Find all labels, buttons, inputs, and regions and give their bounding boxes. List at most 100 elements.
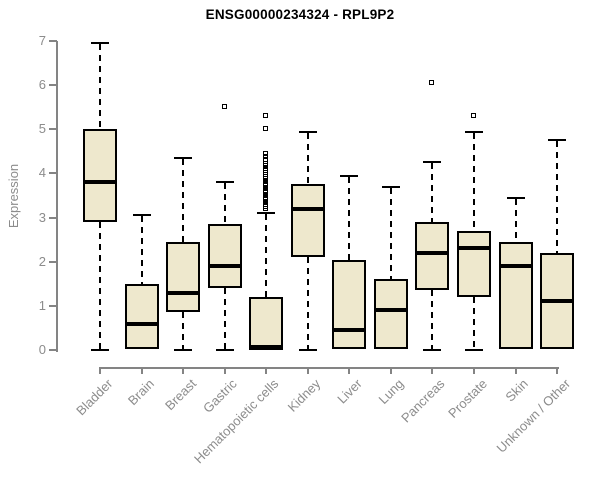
iqr-box bbox=[83, 129, 117, 222]
x-tick bbox=[182, 367, 185, 374]
y-tick-label: 4 bbox=[38, 165, 46, 181]
x-axis-line bbox=[99, 367, 560, 369]
upper-whisker-cap bbox=[132, 214, 151, 217]
y-tick bbox=[49, 84, 57, 87]
median-line bbox=[373, 308, 408, 313]
outlier-point bbox=[263, 153, 269, 159]
outlier-point bbox=[429, 79, 435, 85]
outlier-point bbox=[263, 113, 269, 119]
y-tick bbox=[49, 40, 57, 43]
upper-whisker bbox=[99, 44, 101, 130]
iqr-box bbox=[124, 283, 159, 350]
y-tick-label: 3 bbox=[38, 209, 46, 225]
median-line bbox=[456, 246, 491, 251]
iqr-box bbox=[290, 184, 325, 258]
x-tick-label: Kidney bbox=[284, 376, 324, 415]
y-tick-label: 7 bbox=[38, 33, 46, 49]
x-tick-label: Liver bbox=[334, 376, 365, 407]
x-tick bbox=[472, 367, 475, 374]
upper-whisker-cap bbox=[548, 139, 567, 142]
x-tick bbox=[99, 367, 101, 374]
upper-whisker bbox=[140, 216, 143, 284]
upper-whisker-cap bbox=[381, 185, 400, 188]
iqr-box bbox=[332, 259, 367, 350]
iqr-box bbox=[498, 241, 533, 350]
x-tick-label: Prostate bbox=[444, 376, 490, 421]
y-tick-label: 1 bbox=[38, 297, 46, 313]
outlier-point bbox=[221, 104, 227, 110]
y-tick bbox=[49, 349, 57, 351]
outlier-point bbox=[263, 166, 269, 172]
iqr-box bbox=[456, 230, 491, 298]
x-tick-label: Pancreas bbox=[398, 376, 449, 426]
median-line bbox=[415, 250, 450, 255]
upper-whisker-cap bbox=[257, 212, 276, 215]
upper-whisker bbox=[472, 132, 475, 231]
x-tick-label: Skin bbox=[502, 376, 532, 405]
upper-whisker bbox=[348, 176, 351, 260]
x-tick-label: Brain bbox=[125, 376, 158, 409]
lower-whisker bbox=[223, 288, 226, 349]
y-tick-label: 5 bbox=[38, 121, 46, 137]
median-line bbox=[249, 345, 284, 350]
iqr-box bbox=[415, 221, 450, 291]
iqr-box bbox=[207, 224, 242, 289]
lower-whisker-cap bbox=[174, 349, 193, 351]
upper-whisker bbox=[556, 141, 559, 253]
outlier-point bbox=[263, 126, 269, 132]
y-tick bbox=[49, 216, 57, 219]
lower-whisker bbox=[472, 297, 475, 349]
upper-whisker bbox=[389, 187, 392, 280]
y-tick bbox=[49, 128, 57, 131]
x-tick-label: Unknown / Other bbox=[493, 376, 573, 456]
upper-whisker-cap bbox=[340, 174, 359, 177]
median-line bbox=[540, 299, 575, 304]
y-axis-line bbox=[56, 41, 58, 352]
upper-whisker bbox=[223, 183, 226, 225]
x-tick bbox=[556, 367, 559, 374]
lower-whisker bbox=[99, 221, 101, 349]
iqr-box bbox=[373, 279, 408, 350]
x-tick bbox=[265, 367, 268, 374]
upper-whisker bbox=[182, 158, 185, 242]
lower-whisker-cap bbox=[464, 349, 483, 351]
x-tick bbox=[306, 367, 309, 374]
upper-whisker-cap bbox=[174, 156, 193, 159]
y-tick-label: 6 bbox=[38, 77, 46, 93]
median-line bbox=[332, 328, 367, 333]
outlier-point bbox=[263, 151, 269, 157]
lower-whisker bbox=[431, 290, 434, 349]
lower-whisker bbox=[182, 312, 185, 349]
median-line bbox=[207, 264, 242, 269]
x-tick bbox=[431, 367, 434, 374]
y-tick-label: 2 bbox=[38, 253, 46, 269]
x-tick-label: Breast bbox=[161, 376, 199, 414]
outlier-point bbox=[263, 163, 269, 169]
lower-whisker bbox=[306, 257, 309, 349]
y-tick-label: 0 bbox=[38, 342, 46, 357]
chart-title: ENSG00000234324 - RPL9P2 bbox=[205, 7, 395, 22]
median-line bbox=[166, 290, 201, 295]
y-tick bbox=[49, 260, 57, 263]
x-tick-label: Gastric bbox=[200, 376, 241, 416]
median-line bbox=[498, 264, 533, 269]
upper-whisker-cap bbox=[506, 196, 525, 199]
x-tick bbox=[223, 367, 226, 374]
upper-whisker bbox=[514, 198, 517, 242]
lower-whisker-cap bbox=[423, 349, 442, 351]
upper-whisker bbox=[306, 132, 309, 185]
outlier-point bbox=[470, 113, 476, 119]
lower-whisker-cap bbox=[298, 349, 317, 351]
x-tick bbox=[389, 367, 392, 374]
lower-whisker-cap bbox=[215, 349, 234, 351]
x-tick-label: Bladder bbox=[73, 376, 116, 419]
upper-whisker-cap bbox=[298, 130, 317, 133]
x-tick bbox=[514, 367, 517, 374]
upper-whisker bbox=[265, 214, 268, 298]
y-tick bbox=[49, 304, 57, 307]
x-tick-label: Lung bbox=[375, 376, 407, 408]
y-tick bbox=[49, 172, 57, 175]
upper-whisker-cap bbox=[91, 42, 109, 45]
upper-whisker-cap bbox=[215, 181, 234, 184]
